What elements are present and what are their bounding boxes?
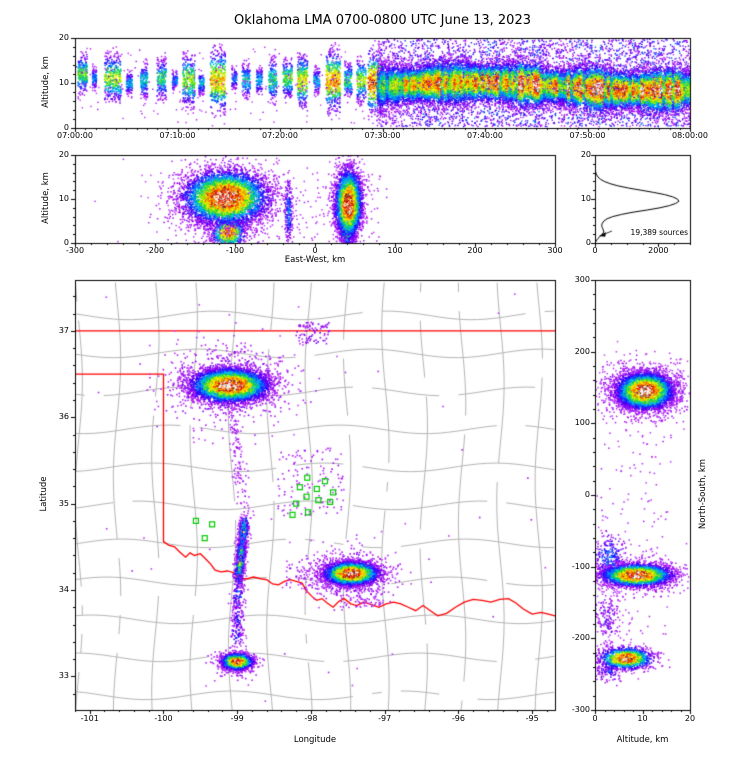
ew-panel-alt-tick-label: 0 [63,238,69,247]
ns-distance-tick-label: -300 [571,705,590,714]
histogram-alt-tick-label: 20 [580,150,591,159]
time-panel-alt-tick-label: 0 [63,123,69,132]
ew-axis-tick-label: 100 [387,246,403,255]
time-axis-tick-label: 07:40:00 [467,131,503,140]
histogram-alt-tick-label: 0 [585,238,591,247]
ew-axis-tick-label: 200 [467,246,483,255]
time-axis-tick-label: 07:10:00 [159,131,196,140]
time-axis-tick-label: 07:00:00 [57,131,93,140]
longitude-tick-label: -98 [304,714,318,723]
latitude-tick-label: 35 [58,498,69,508]
histogram-alt-tick-label: 10 [580,194,591,203]
ns-panel-alt-tick-label: 20 [684,714,696,723]
ns-panel-alt-tick-label: 10 [637,714,648,723]
longitude-tick-label: -101 [80,714,99,723]
ns-distance-tick-label: 0 [584,490,590,499]
ew-axis-tick-label: -200 [145,246,165,255]
ew-panel-xlabel: East-West, km [284,255,346,265]
ns-distance-tick-label: 200 [574,346,590,356]
ns-distance-tick-label: 100 [574,418,590,428]
histogram-count-tick-label: 0 [592,246,598,255]
ns-panel-xlabel: Altitude, km [616,735,669,745]
ns-panel-alt-tick-label: 0 [592,714,598,723]
ew-panel-alt-tick-label: 20 [58,150,69,159]
latitude-tick-label: 33 [58,671,69,681]
ew-axis-tick-label: -300 [65,246,85,255]
latitude-tick-label: 36 [58,412,69,422]
longitude-tick-label: -100 [154,714,173,723]
time-axis-tick-label: 07:50:00 [569,131,606,140]
histogram-count-tick-label: 2000 [648,246,669,255]
ns-distance-tick-label: 300 [574,275,590,284]
map-xlabel: Longitude [293,735,337,745]
longitude-tick-label: -95 [525,714,539,723]
time-panel-alt-tick-label: 20 [58,33,69,42]
source-count-annotation: 19,389 sources [630,228,688,237]
longitude-tick-label: -96 [451,714,465,723]
longitude-tick-label: -97 [378,714,392,723]
ew-axis-tick-label: 0 [312,246,318,255]
plot-title: Oklahoma LMA 0700-0800 UTC June 13, 2023 [233,13,531,28]
ns-panel-ylabel: North-South, km [698,458,708,530]
longitude-tick-label: -99 [230,714,244,723]
ew-panel-alt-tick-label: 10 [58,194,69,203]
ns-distance-tick-label: -200 [571,633,590,643]
time-panel-alt-tick-label: 10 [58,78,69,87]
time-axis-tick-label: 07:30:00 [364,131,401,140]
map-ylabel: Latitude [39,476,49,512]
latitude-tick-label: 34 [58,584,69,594]
ew-axis-tick-label: -100 [225,246,245,255]
time-axis-tick-label: 08:00:00 [672,131,708,140]
ew-axis-tick-label: 300 [547,246,563,255]
time-axis-tick-label: 07:20:00 [262,131,298,140]
ns-distance-tick-label: -100 [571,561,590,571]
latitude-tick-label: 37 [58,325,69,335]
